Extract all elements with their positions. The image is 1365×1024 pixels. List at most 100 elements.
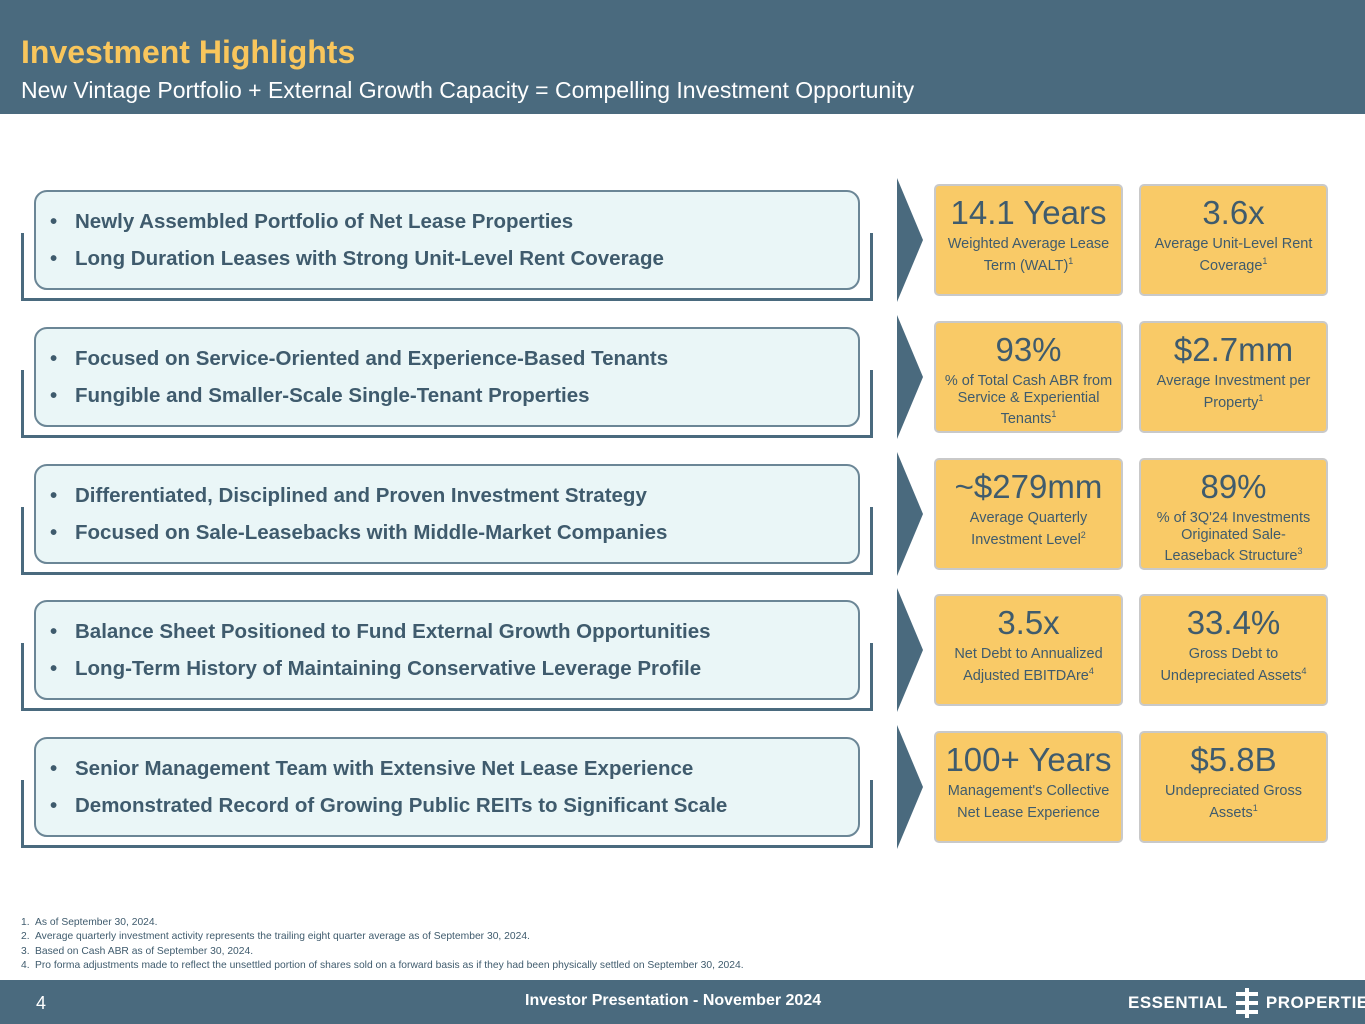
stat-label: % of Total Cash ABR from Service & Exper… — [936, 373, 1121, 427]
stat-label-text: Weighted Average Lease Term (WALT) — [947, 236, 1110, 274]
footnotes: 1. As of September 30, 2024. 2. Average qu… — [21, 916, 744, 974]
bullet-text: Demonstrated Record of Growing Public RE… — [75, 794, 728, 817]
row-bracket — [21, 780, 873, 848]
footnote-ref: 1 — [1051, 409, 1057, 419]
footnote-number: 4. — [21, 960, 30, 972]
bullet-text: Fungible and Smaller-Scale Single-Tenant… — [75, 384, 590, 407]
stat-value: 89% — [1200, 468, 1267, 505]
stat-value: 14.1 Years — [950, 194, 1107, 231]
header-bar: Investment Highlights New Vintage Portfo… — [0, 0, 1365, 114]
row-bracket — [21, 507, 873, 575]
bullet-item: • Focused on Sale-Leasebacks with Middle-… — [50, 521, 858, 558]
stat-value: $2.7mm — [1173, 331, 1294, 368]
stat-label: Undepreciated Gross Assets1 — [1141, 783, 1326, 821]
bullet-text: Newly Assembled Portfolio of Net Lease P… — [75, 210, 574, 233]
bullet-dot: • — [50, 657, 58, 680]
stat-value: $5.8B — [1190, 741, 1277, 778]
stat-card: 3.6x Average Unit-Level Rent Coverage1 — [1139, 184, 1328, 296]
stat-label-text: Average Unit-Level Rent Coverage — [1154, 236, 1313, 274]
footnote-text: Average quarterly investment activity re… — [35, 931, 530, 943]
stat-label: % of 3Q'24 Investments Originated Sale-L… — [1141, 510, 1326, 564]
bullet-text: Focused on Sale-Leasebacks with Middle-M… — [75, 521, 668, 544]
footnote: 2. Average quarterly investment activity … — [21, 930, 744, 944]
bullet-item: • Balance Sheet Positioned to Fund Extern… — [50, 620, 858, 657]
bullet-item: • Differentiated, Disciplined and Proven … — [50, 484, 858, 521]
stat-label-text: % of Total Cash ABR from Service & Exper… — [944, 373, 1113, 427]
footnote-ref: 1 — [1258, 392, 1264, 403]
stat-label-text: % of 3Q'24 Investments Originated Sale-L… — [1156, 510, 1311, 564]
brand-logo: ESSENTIAL PROPERTIES — [1128, 988, 1365, 1018]
stat-card: ~$279mm Average Quarterly Investment Lev… — [934, 458, 1123, 570]
stat-label-text: Gross Debt to Undepreciated Assets — [1160, 646, 1302, 684]
bullet-dot: • — [50, 620, 58, 643]
stat-value: 33.4% — [1186, 604, 1281, 641]
brand-left-text: ESSENTIAL — [1128, 993, 1228, 1012]
row-bracket — [21, 370, 873, 438]
bullet-text: Focused on Service-Oriented and Experien… — [75, 347, 669, 370]
bullet-item: • Demonstrated Record of Growing Public R… — [50, 794, 858, 831]
stat-label-text: Undepreciated Gross Assets — [1164, 783, 1302, 821]
stat-card: 33.4% Gross Debt to Undepreciated Assets… — [1139, 594, 1328, 706]
stat-value: 100+ Years — [945, 741, 1112, 778]
stat-label: Average Unit-Level Rent Coverage1 — [1141, 236, 1326, 274]
stat-label: Management's Collective Net Lease Experi… — [936, 783, 1121, 821]
row-bracket — [21, 643, 873, 711]
bullet-text: Long Duration Leases with Strong Unit-Le… — [75, 247, 664, 270]
bullet-text: Long-Term History of Maintaining Conserv… — [75, 657, 702, 680]
stat-card: $5.8B Undepreciated Gross Assets1 — [1139, 731, 1328, 843]
stat-card: 89% % of 3Q'24 Investments Originated Sa… — [1139, 458, 1328, 570]
bullet-text: Senior Management Team with Extensive Ne… — [75, 757, 694, 780]
footnote-ref: 1 — [1252, 802, 1258, 813]
bullet-dot: • — [50, 794, 58, 817]
footnote-number: 1. — [21, 917, 30, 928]
bullet-item: • Newly Assembled Portfolio of Net Lease … — [50, 210, 858, 247]
bullet-dot: • — [50, 210, 58, 233]
footer-bar: 4 Investor Presentation - November 2024 … — [0, 980, 1365, 1024]
bullet-item: • Fungible and Smaller-Scale Single-Tenan… — [50, 384, 858, 421]
page-title: Investment Highlights — [21, 34, 356, 70]
brand-right-text: PROPERTIES — [1265, 993, 1365, 1012]
stat-card: 93% % of Total Cash ABR from Service & E… — [934, 321, 1123, 433]
footnote-text: Based on Cash ABR as of September 30, 20… — [35, 945, 254, 957]
page-subtitle: New Vintage Portfolio + External Growth … — [21, 77, 915, 103]
stat-label-text: Net Debt to Annualized Adjusted EBITDAre — [954, 646, 1103, 684]
footnote-ref: 1 — [1068, 255, 1074, 266]
stat-label: Gross Debt to Undepreciated Assets4 — [1141, 646, 1326, 684]
footnote-ref: 4 — [1088, 665, 1094, 676]
highlight-pill: • Balance Sheet Positioned to Fund Extern… — [34, 600, 860, 700]
footnote-text: Pro forma adjustments made to reflect th… — [35, 960, 744, 972]
highlight-row-2: • Focused on Service-Oriented and Experie… — [0, 315, 1365, 443]
stat-label: Average Quarterly Investment Level2 — [936, 510, 1121, 548]
footnote-ref: 4 — [1301, 665, 1307, 676]
chevron-right-icon — [897, 725, 923, 849]
stat-card: $2.7mm Average Investment per Property1 — [1139, 321, 1328, 433]
chevron-right-icon — [897, 315, 923, 439]
chevron-right-icon — [897, 588, 923, 712]
footnote-ref: 3 — [1297, 546, 1303, 556]
stat-label: Weighted Average Lease Term (WALT)1 — [936, 236, 1121, 274]
stat-label: Net Debt to Annualized Adjusted EBITDAre… — [936, 646, 1121, 684]
stat-card: 3.5x Net Debt to Annualized Adjusted EBI… — [934, 594, 1123, 706]
bullet-text: Differentiated, Disciplined and Proven I… — [75, 484, 647, 507]
chevron-right-icon — [897, 178, 923, 302]
presentation-label: Investor Presentation - November 2024 — [525, 992, 822, 1009]
bullet-dot: • — [50, 521, 58, 544]
row-bracket — [21, 233, 873, 301]
footnote-number: 2. — [21, 931, 30, 943]
footnote-number: 3. — [21, 945, 30, 957]
highlight-row-1: • Newly Assembled Portfolio of Net Lease … — [0, 178, 1365, 306]
bullet-dot: • — [50, 347, 58, 370]
bullet-item: • Focused on Service-Oriented and Experie… — [50, 347, 858, 384]
bullet-dot: • — [50, 484, 58, 507]
highlight-pill: • Senior Management Team with Extensive N… — [34, 737, 860, 837]
stat-card: 14.1 Years Weighted Average Lease Term (… — [934, 184, 1123, 296]
bullet-item: • Senior Management Team with Extensive N… — [50, 757, 858, 794]
stat-card: 100+ Years Management's Collective Net L… — [934, 731, 1123, 843]
bullet-dot: • — [50, 247, 58, 270]
footnote-ref: 1 — [1262, 255, 1268, 266]
highlight-row-4: • Balance Sheet Positioned to Fund Extern… — [0, 588, 1365, 716]
highlight-row-3: • Differentiated, Disciplined and Proven … — [0, 452, 1365, 580]
bullet-text: Balance Sheet Positioned to Fund Externa… — [75, 620, 711, 643]
footnote-ref: 2 — [1080, 529, 1086, 540]
highlight-pill: • Differentiated, Disciplined and Proven … — [34, 464, 860, 564]
